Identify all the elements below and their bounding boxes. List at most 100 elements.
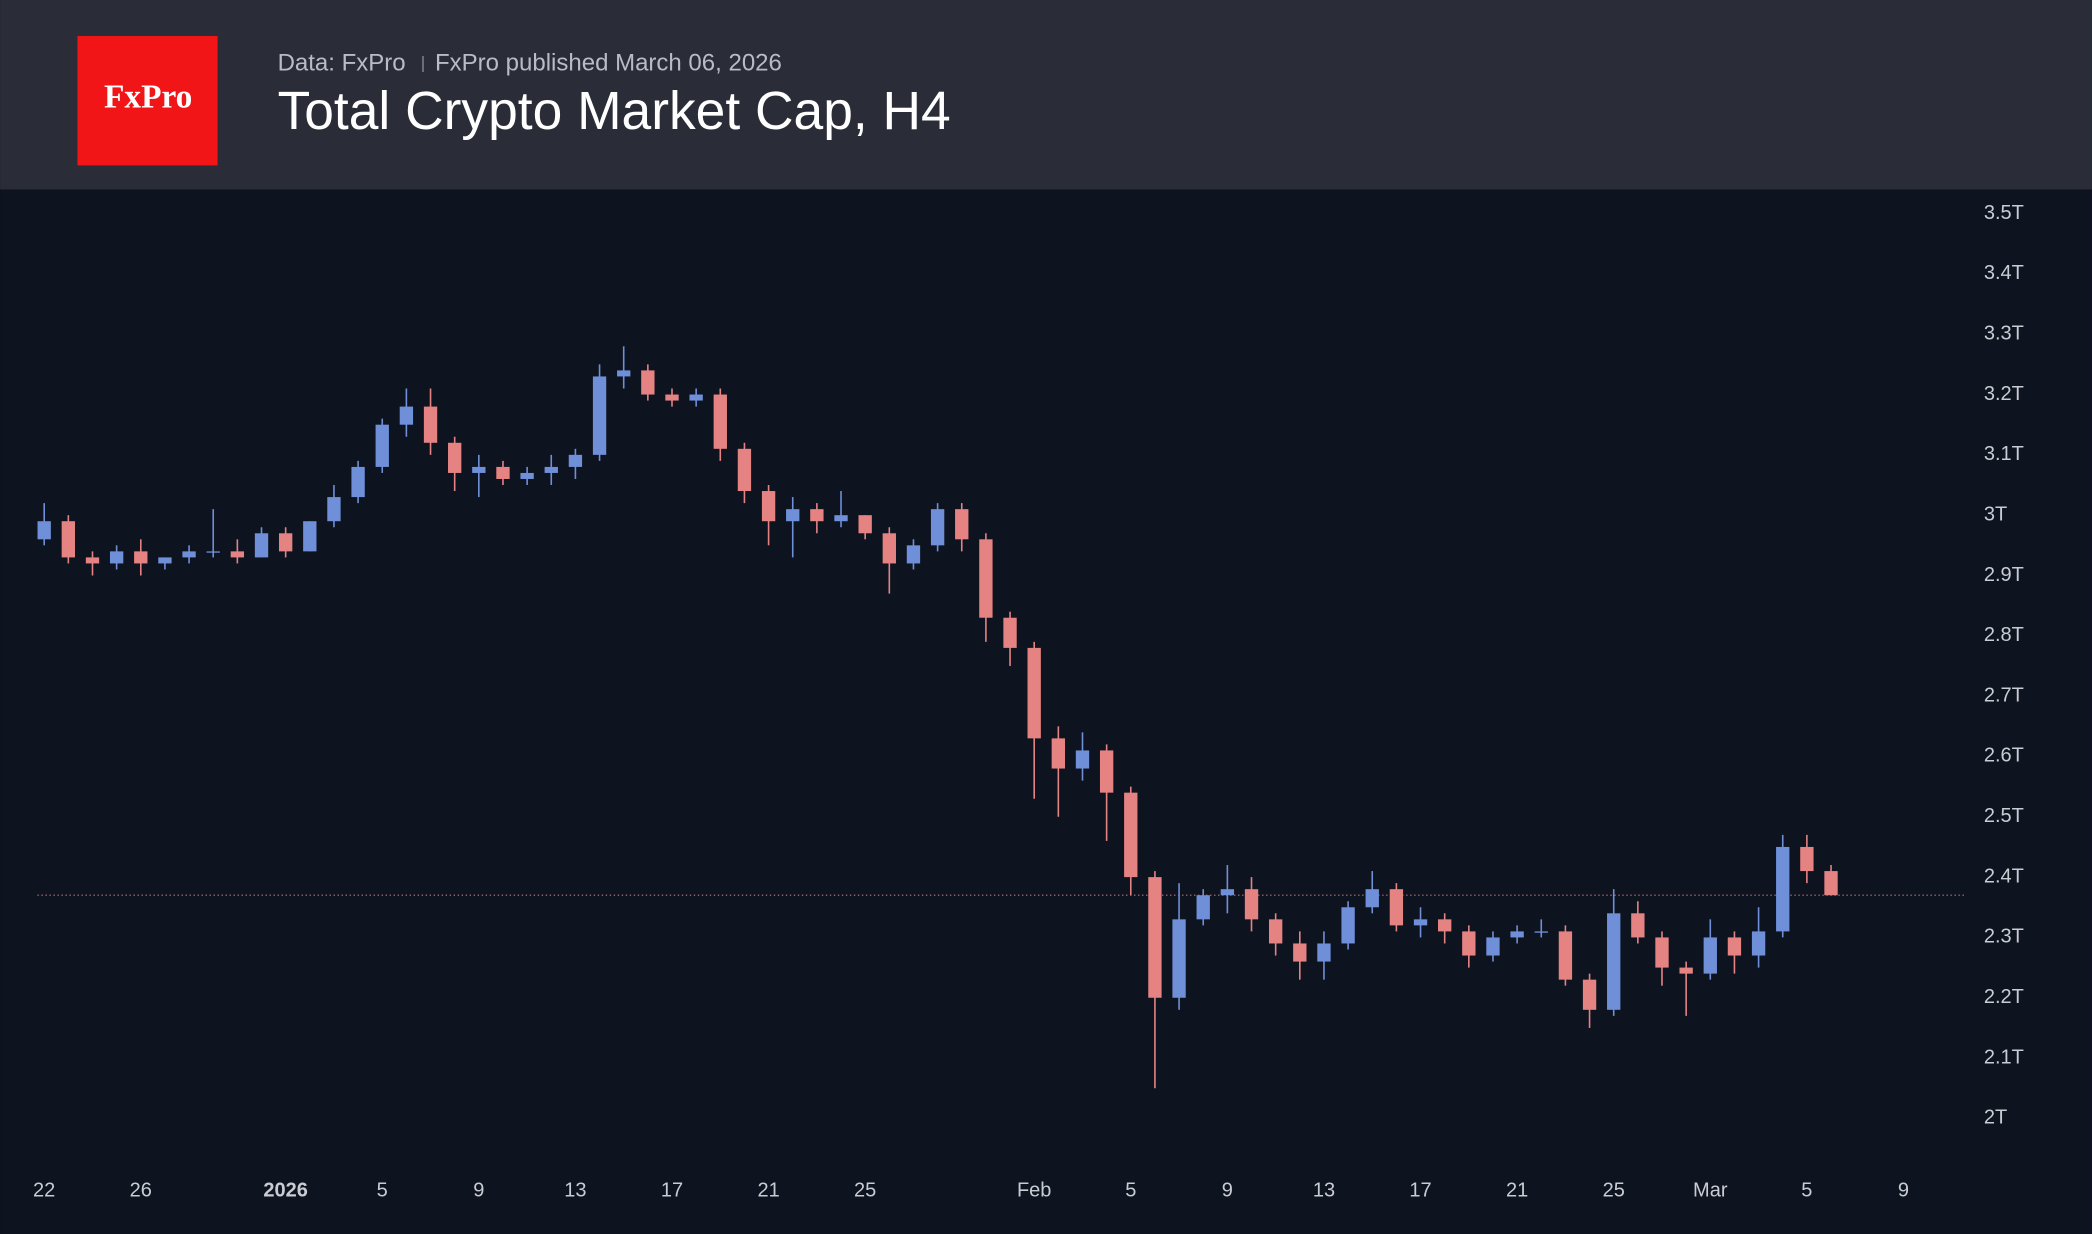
candle-body (906, 545, 921, 564)
x-tick-label: 21 (757, 1180, 779, 1202)
candle-body (1099, 750, 1114, 793)
candle-body (737, 448, 752, 492)
candle-body (1800, 846, 1814, 872)
candle-body (1655, 937, 1669, 968)
candle-body (1727, 937, 1742, 956)
x-tick-label: 5 (1125, 1180, 1136, 1202)
y-tick-label: 2.9T (1984, 564, 2024, 586)
x-tick-label: Feb (1017, 1180, 1051, 1202)
y-tick-label: 2.6T (1984, 745, 2024, 767)
candle-body (568, 454, 583, 467)
y-tick-label: 2.1T (1984, 1046, 2024, 1068)
y-tick-label: 2.4T (1984, 865, 2024, 887)
x-tick-label: 17 (1409, 1180, 1431, 1202)
x-tick-label: 9 (1898, 1180, 1909, 1202)
candle-body (1534, 931, 1548, 933)
candle-body (858, 515, 872, 534)
candle-body (1220, 889, 1235, 896)
candle-body (1341, 907, 1355, 944)
y-tick-label: 3.2T (1984, 383, 2024, 405)
candle-body (1631, 913, 1645, 938)
y-tick-label: 2.7T (1984, 684, 2024, 706)
candle-body (206, 551, 220, 553)
candle-body (1751, 931, 1766, 956)
candle-body (1317, 943, 1331, 962)
candle-body (327, 497, 341, 522)
logo-box (77, 36, 218, 166)
candle-body (544, 466, 558, 473)
candle-body (761, 491, 776, 522)
candle-body (1148, 877, 1162, 998)
candle-body (520, 472, 534, 479)
x-tick-label: 13 (564, 1180, 586, 1202)
candle-body (37, 521, 51, 540)
x-tick-label: 9 (1222, 1180, 1233, 1202)
candle-body (1003, 617, 1017, 648)
candle-body (254, 533, 269, 558)
x-tick-label: 26 (130, 1180, 152, 1202)
candle-body (617, 370, 631, 377)
x-tick-label: 2026 (263, 1180, 308, 1202)
x-tick-label: 9 (473, 1180, 484, 1202)
candle-body (399, 406, 414, 425)
candle-body (1196, 895, 1210, 920)
candle-body (1365, 889, 1379, 908)
candle-body (1389, 889, 1404, 926)
candle-body (158, 557, 172, 564)
y-tick-label: 2T (1984, 1107, 2007, 1129)
candle-body (641, 370, 655, 395)
x-tick-label: 21 (1506, 1180, 1528, 1202)
candle-body (930, 509, 945, 546)
y-tick-label: 2.2T (1984, 986, 2024, 1008)
candle-body (351, 466, 365, 498)
candle-body (1703, 937, 1717, 974)
candle-body (134, 551, 148, 564)
candle-body (1027, 647, 1041, 739)
y-tick-label: 3T (1984, 503, 2007, 525)
candle-body (1438, 919, 1452, 932)
candle-body (882, 533, 896, 564)
candle-body (1244, 889, 1259, 920)
candle-body (1776, 846, 1790, 932)
candle-body (230, 551, 245, 558)
candle-body (1172, 919, 1186, 998)
y-tick-label: 3.4T (1984, 262, 2024, 284)
y-tick-label: 3.5T (1984, 202, 2024, 224)
y-tick-label: 2.8T (1984, 624, 2024, 646)
candle-body (689, 394, 703, 401)
plot-area: 2T 2.1T 2.2T 2.3T 2.4T 2.5T 2.6T 2.7T 2.8T 2.9T 3T… (33, 202, 2024, 1202)
candle-body (1607, 913, 1621, 1010)
candle-body (1268, 919, 1283, 944)
candle-body (1558, 931, 1573, 980)
candle-body (1124, 792, 1138, 878)
candle-body (448, 442, 462, 473)
chart-title: Total Crypto Market Cap, H4 (278, 82, 951, 141)
source: Data: FxPro (278, 49, 406, 76)
candle-body (834, 515, 848, 522)
candle-body (1462, 931, 1476, 956)
candle-body (1413, 919, 1428, 926)
candle-body (303, 521, 317, 552)
y-tick-label: 3.1T (1984, 443, 2024, 465)
candle-body (496, 466, 510, 479)
candle-body (61, 521, 76, 558)
header (0, 0, 2092, 190)
candle-body (1075, 750, 1090, 769)
candle-body (1679, 967, 1693, 974)
candle-body (786, 509, 800, 522)
candle-body (810, 509, 824, 522)
candle-body (85, 557, 100, 564)
candle-body (1824, 871, 1838, 896)
x-tick-label: 25 (854, 1180, 876, 1202)
candle-body (665, 394, 679, 401)
x-tick-label: 17 (661, 1180, 683, 1202)
candle-body (472, 466, 486, 473)
candle-body (375, 424, 389, 467)
candle-body (592, 376, 607, 455)
y-tick-label: 2.3T (1984, 926, 2024, 948)
x-tick-label: Mar (1693, 1180, 1728, 1202)
x-tick-label: 22 (33, 1180, 55, 1202)
x-tick-label: 5 (1801, 1180, 1812, 1202)
candle-body (1582, 979, 1597, 1010)
